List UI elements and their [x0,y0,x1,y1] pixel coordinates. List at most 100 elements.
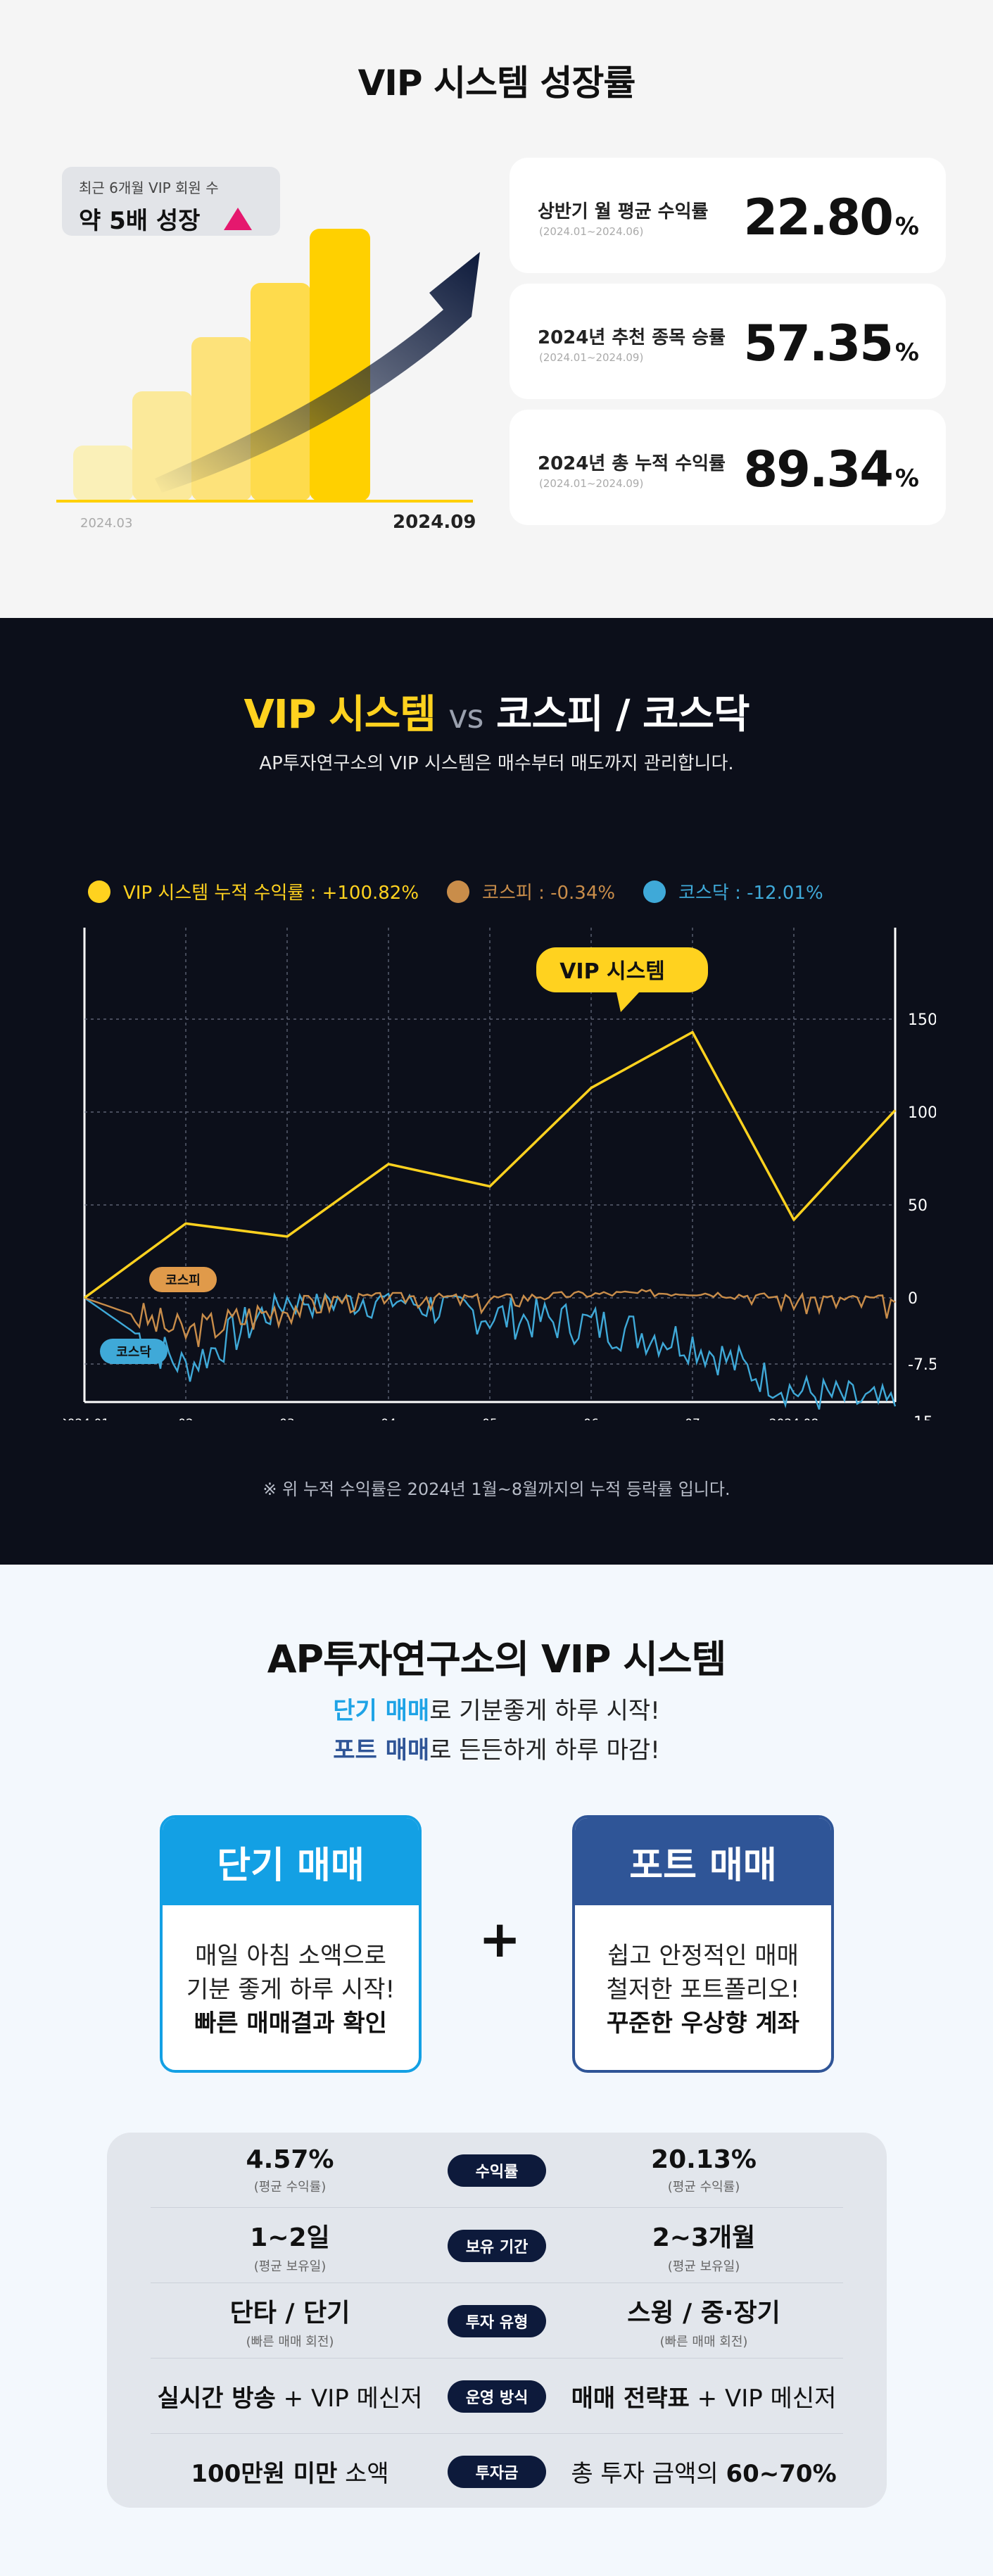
stat-period: (2024.01~2024.09) [539,477,644,490]
tag-kosdaq [100,1339,167,1364]
callout-label: VIP 시스템 [559,959,665,984]
row-label-pill: 투자 유형 [448,2305,546,2337]
cell-sub: (평균 보유일) [253,2259,327,2274]
row-label-pill: 수익률 [448,2154,546,2187]
tag-kosdaq-label: 코스닥 [116,1345,151,1360]
table-row: 실시간 방송 + VIP 메신저 운영 방식 매매 전략표 + VIP 메신저 [151,2359,843,2434]
x-tick-label: 2024.08 [769,1417,818,1420]
growth-arrow [155,252,480,493]
stat-unit: % [894,339,919,367]
tag-kospi-label: 코스피 [165,1273,201,1288]
card-line: 쉽고 안정적인 매매 [607,1942,799,1970]
card-short-term: 단기 매매 매일 아침 소액으로 기분 좋게 하루 시작! 빠른 매매결과 확인 [160,1815,422,2073]
cell-value: 스윙 / 중·장기 [627,2298,780,2328]
plus-icon: + [479,1909,521,1969]
stat-label: 상반기 월 평균 수익률 [538,201,709,222]
up-triangle-icon [224,207,253,230]
chart-footnote: ※ 위 누적 수익률은 2024년 1월~8월까지의 누적 등락률 입니다. [263,1479,730,1499]
tag-kospi [149,1267,217,1292]
row-label-pill: 보유 기간 [448,2230,546,2262]
comparison-subtitle: AP투자연구소의 VIP 시스템은 매수부터 매도까지 관리합니다. [259,753,734,774]
system-title: AP투자연구소의 VIP 시스템 [267,1637,727,1681]
line-chart: 150 100 50 0 -7.5 -15 2024.01 02 03 04 05 06 07 2024.… [63,928,936,1420]
table-row: 1~2일 (평균 보유일) 보유 기간 2~3개월 (평균 보유일) [151,2208,843,2283]
cell-value: 소액 [337,2460,389,2488]
stat-label: 2024년 총 누적 수익률 [538,453,726,474]
stat-card: 상반기 월 평균 수익률 (2024.01~2024.06) 22.80% [510,158,946,273]
series-line-kospi [84,1289,896,1347]
growth-title: VIP 시스템 성장률 [358,63,636,103]
growth-date-start: 2024.03 [80,516,133,531]
card-line: 철저한 포트폴리오! [606,1976,800,2004]
callout-bubble [536,947,708,1012]
cell-value-strong: 실시간 방송 [157,2385,276,2413]
cell-value: + VIP 메신저 [275,2385,423,2413]
x-tick-label: 03 [279,1417,295,1420]
x-tick-label: 04 [381,1417,396,1420]
stat-value: 89.34 [743,441,894,498]
legend-dot [88,880,110,903]
table-row: 4.57% (평균 수익률) 수익률 20.13% (평균 수익률) [151,2133,843,2208]
card-line: 매일 아침 소액으로 [195,1942,386,1970]
legend-label: VIP 시스템 누적 수익률 : +100.82% [123,883,419,904]
cell-sub: (빠른 매매 회전) [659,2334,748,2349]
growth-badge-caption: 최근 6개월 VIP 회원 수 [79,179,219,196]
comparison-title: VIP 시스템 vs 코스피 / 코스닥 [0,683,993,740]
y-tick-label: 150 [908,1011,936,1029]
y-tick-label: -15 [908,1414,933,1420]
legend-dot [643,880,666,903]
card-title: 단기 매매 [163,1818,419,1905]
system-tagline-2: 포트 매매로 든든하게 하루 마감! [0,1731,993,1765]
card-line: 기분 좋게 하루 시작! [186,1976,396,2004]
growth-bar [310,229,370,501]
growth-baseline [56,500,473,503]
table-row: 단타 / 단기 (빠른 매매 회전) 투자 유형 스윙 / 중·장기 (빠른 매매 … [151,2283,843,2359]
legend-label: 코스닥 : -12.01% [678,883,823,904]
cell-value: 단타 / 단기 [229,2298,350,2328]
x-tick-label: 02 [178,1417,194,1420]
legend-item-kospi: 코스피 : -0.34% [447,878,615,904]
system-tagline-1: 단기 매매로 기분좋게 하루 시작! [0,1691,993,1726]
card-line-strong: 꾸준한 우상향 계좌 [607,2009,799,2038]
cell-sub: (빠른 매매 회전) [246,2334,334,2349]
x-tick-label: 07 [685,1417,700,1420]
stat-unit: % [894,465,919,493]
stat-period: (2024.01~2024.06) [539,225,644,238]
row-label-pill: 운영 방식 [448,2380,546,2413]
card-portfolio: 포트 매매 쉽고 안정적인 매매 철저한 포트폴리오! 꾸준한 우상향 계좌 [572,1815,834,2073]
tagline-highlight: 포트 매매 [333,1736,430,1764]
cell-value: + VIP 메신저 [689,2385,837,2413]
comparison-title-rest: 코스피 / 코스닥 [495,692,750,738]
growth-section: VIP 시스템 성장률 최근 6개월 VIP 회원 수 약 5배 성장 2024… [0,0,993,618]
cell-value-strong: 60~70% [726,2460,837,2488]
comparison-title-vip: VIP 시스템 [243,692,436,738]
series-line-vip [83,1030,897,1299]
cell-value: 4.57% [246,2145,334,2174]
growth-bar [251,283,311,501]
growth-bar-chart [56,229,480,503]
cell-value: 2~3개월 [652,2223,756,2252]
legend-item-kosdaq: 코스닥 : -12.01% [643,878,823,904]
x-tick-label: 05 [482,1417,498,1420]
y-tick-label: 0 [908,1290,918,1308]
comparison-table: 4.57% (평균 수익률) 수익률 20.13% (평균 수익률) 1~2일 (평균… [107,2133,887,2508]
chart-legend: VIP 시스템 누적 수익률 : +100.82% 코스피 : -0.34% 코… [88,878,852,904]
stat-value: 57.35 [743,315,894,372]
cell-value: 20.13% [651,2145,757,2174]
cell-value-strong: 매매 전략표 [571,2385,690,2413]
legend-label: 코스피 : -0.34% [482,883,616,904]
cell-sub: (평균 보유일) [667,2259,740,2274]
y-tick-label: 100 [908,1104,936,1122]
stat-card: 2024년 추천 종목 승률 (2024.01~2024.09) 57.35% [510,284,946,399]
comparison-section: VIP 시스템 vs 코스피 / 코스닥 AP투자연구소의 VIP 시스템은 매… [0,618,993,1565]
growth-badge: 최근 6개월 VIP 회원 수 약 5배 성장 [62,167,280,236]
cell-sub: (평균 수익률) [253,2180,327,2195]
card-line-strong: 빠른 매매결과 확인 [194,2009,387,2038]
cell-value: 1~2일 [250,2223,330,2252]
growth-bar [73,446,134,501]
series-line-kosdaq [84,1292,897,1410]
comparison-title-vs: vs [448,697,483,735]
stat-label: 2024년 추천 종목 승률 [538,327,726,348]
system-section: AP투자연구소의 VIP 시스템 단기 매매로 기분좋게 하루 시작! 포트 매… [0,1565,993,2576]
stat-unit: % [894,213,919,241]
